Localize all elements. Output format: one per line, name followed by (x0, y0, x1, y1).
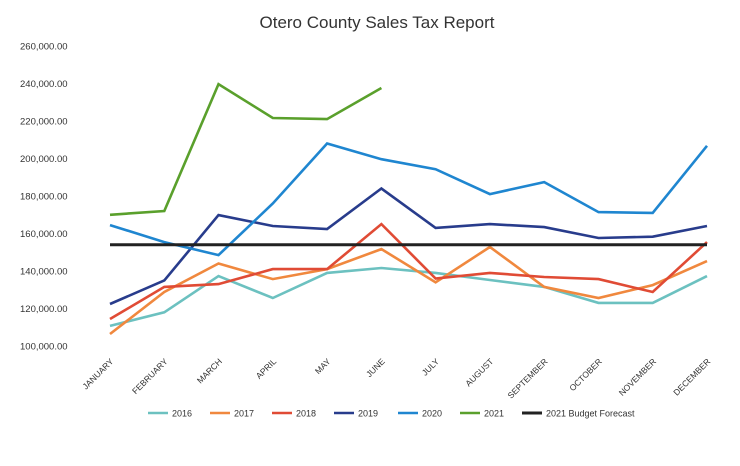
y-tick-label: 140,000.00 (20, 267, 68, 278)
y-tick-label: 160,000.00 (20, 229, 68, 240)
x-tick-label: DECEMBER (671, 356, 712, 397)
y-tick-label: 100,000.00 (20, 342, 68, 353)
series-line-2020 (109, 142, 709, 257)
legend-item: 2021 Budget Forecast (522, 409, 635, 419)
x-tick-label: NOVEMBER (617, 356, 658, 397)
x-tick-label: JULY (420, 356, 442, 378)
x-tick-label: SEPTEMBER (505, 356, 549, 400)
x-tick-label: MAY (313, 356, 333, 376)
y-tick-label: 220,000.00 (20, 117, 68, 128)
chart-title: Otero County Sales Tax Report (260, 13, 495, 32)
legend-item: 2016 (148, 409, 192, 419)
legend-label: 2019 (358, 409, 378, 419)
legend-item: 2021 (460, 409, 504, 419)
series-line-2017 (109, 245, 708, 336)
x-tick-label: JUNE (364, 356, 387, 379)
legend-label: 2020 (422, 409, 442, 419)
legend-item: 2018 (272, 409, 316, 419)
x-tick-label: APRIL (254, 356, 279, 381)
legend-item: 2019 (334, 409, 378, 419)
series-line-2018 (109, 222, 708, 321)
series-line-2019 (109, 186, 708, 306)
y-tick-label: 120,000.00 (20, 304, 68, 315)
x-tick-label: OCTOBER (567, 356, 604, 393)
series-lines (109, 82, 709, 336)
x-tick-label: JANUARY (80, 356, 115, 391)
legend-item: 2020 (398, 409, 442, 419)
legend-label: 2018 (296, 409, 316, 419)
series-line-2016 (109, 266, 708, 328)
series-line-2021 (109, 82, 383, 217)
x-tick-label: FEBRUARY (130, 356, 170, 396)
y-axis: 100,000.00 120,000.00 140,000.00 160,000.00… (20, 42, 68, 353)
x-axis: JANUARY FEBRUARY MARCH APRIL MAY JUNE JULY AUGU… (80, 356, 712, 400)
legend-label: 2021 Budget Forecast (546, 409, 635, 419)
x-tick-label: AUGUST (463, 356, 495, 388)
x-tick-label: MARCH (195, 356, 224, 385)
y-tick-label: 240,000.00 (20, 79, 68, 90)
y-tick-label: 180,000.00 (20, 192, 68, 203)
y-tick-label: 260,000.00 (20, 42, 68, 53)
legend-item: 2017 (210, 409, 254, 419)
legend-label: 2016 (172, 409, 192, 419)
legend: 2016 2017 2018 2019 2020 2021 2021 Budget Fore… (148, 409, 635, 419)
y-tick-label: 200,000.00 (20, 154, 68, 165)
legend-label: 2017 (234, 409, 254, 419)
legend-label: 2021 (484, 409, 504, 419)
